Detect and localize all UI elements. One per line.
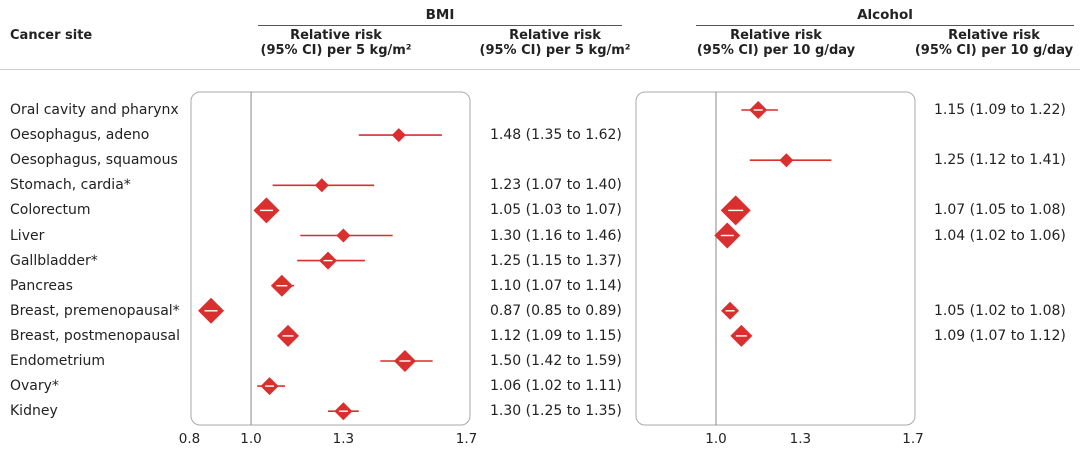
group-rule-alcohol (696, 25, 1074, 26)
alcohol-value-label: 1.15 (1.09 to 1.22) (934, 102, 1066, 118)
col-header-alcohol-plot: Relative risk (95% CI) per 10 g/day (676, 28, 876, 58)
col-header-alcohol-plot-line2: (95% CI) per 10 g/day (696, 43, 856, 58)
site-label: Oesophagus, squamous (10, 152, 178, 169)
alcohol-value-label: 1.25 (1.12 to 1.41) (934, 152, 1066, 169)
col-header-cancer-site: Cancer site (10, 28, 93, 43)
alcohol-estimate-marker (779, 153, 794, 168)
bmi-axis-tick-label: 1.7 (455, 431, 478, 447)
group-rule-bmi (258, 25, 622, 26)
alcohol-axis-tick-label: 1.7 (902, 431, 924, 447)
col-header-alcohol-plot-line1: Relative risk (730, 28, 822, 43)
site-label: Oral cavity and pharynx (10, 102, 179, 118)
bmi-axis-tick-label: 1.0 (240, 431, 262, 447)
site-label: Gallbladder* (10, 252, 98, 269)
alcohol-value-label: 1.04 (1.02 to 1.06) (934, 227, 1066, 244)
bmi-value-label: 1.06 (1.02 to 1.11) (490, 378, 622, 395)
col-header-alcohol-text: Relative risk (95% CI) per 10 g/day (910, 28, 1078, 58)
site-label: Liver (10, 227, 45, 244)
bmi-value-label: 1.05 (1.03 to 1.07) (490, 202, 622, 219)
bmi-value-label: 1.48 (1.35 to 1.62) (490, 127, 622, 144)
col-header-alcohol-text-line1: Relative risk (948, 28, 1040, 43)
site-label: Breast, premenopausal* (10, 302, 180, 319)
bmi-axis-tick-label: 1.3 (332, 431, 355, 447)
bmi-value-label: 1.30 (1.16 to 1.46) (490, 227, 622, 244)
bmi-estimate-marker (314, 178, 329, 193)
alcohol-axis-tick-label: 1.3 (789, 431, 812, 447)
bmi-value-label: 1.50 (1.42 to 1.59) (490, 353, 622, 369)
alcohol-value-label: 1.05 (1.02 to 1.08) (934, 302, 1066, 319)
bmi-plot-frame (190, 91, 471, 426)
bmi-value-label: 1.23 (1.07 to 1.40) (490, 177, 622, 194)
site-label: Ovary* (10, 378, 59, 395)
site-label: Endometrium (10, 353, 106, 369)
bmi-value-label: 1.30 (1.25 to 1.35) (490, 403, 622, 420)
col-header-bmi-text-line1: Relative risk (509, 28, 601, 43)
bmi-value-label: 1.12 (1.09 to 1.15) (490, 327, 622, 344)
col-header-bmi-plot-line1: Relative risk (290, 28, 382, 43)
header-separator (0, 69, 1080, 70)
site-label: Kidney (10, 403, 58, 420)
group-label-bmi: BMI (425, 7, 455, 23)
alcohol-plot-frame (635, 91, 916, 426)
col-header-alcohol-text-line2: (95% CI) per 10 g/day (914, 43, 1074, 58)
bmi-estimate-marker (336, 228, 351, 243)
bmi-value-label: 0.87 (0.85 to 0.89) (490, 302, 622, 319)
col-header-bmi-text: Relative risk (95% CI) per 5 kg/m² (470, 28, 640, 58)
bmi-estimate-marker (391, 128, 406, 143)
site-label: Colorectum (10, 202, 91, 219)
bmi-value-label: 1.25 (1.15 to 1.37) (490, 252, 622, 269)
alcohol-axis-tick-label: 1.0 (705, 431, 727, 447)
site-label: Stomach, cardia* (10, 177, 131, 194)
col-header-bmi-plot: Relative risk (95% CI) per 5 kg/m² (236, 28, 436, 58)
site-label: Pancreas (10, 277, 73, 294)
alcohol-value-label: 1.09 (1.07 to 1.12) (934, 327, 1066, 344)
bmi-axis-tick-label: 0.8 (178, 431, 201, 447)
site-label: Oesophagus, adeno (10, 127, 150, 144)
group-label-alcohol: Alcohol (857, 7, 913, 23)
site-label: Breast, postmenopausal (10, 327, 180, 344)
alcohol-value-label: 1.07 (1.05 to 1.08) (934, 202, 1066, 219)
bmi-value-label: 1.10 (1.07 to 1.14) (490, 277, 622, 294)
col-header-bmi-plot-line2: (95% CI) per 5 kg/m² (260, 43, 412, 58)
col-header-bmi-text-line2: (95% CI) per 5 kg/m² (479, 43, 631, 58)
